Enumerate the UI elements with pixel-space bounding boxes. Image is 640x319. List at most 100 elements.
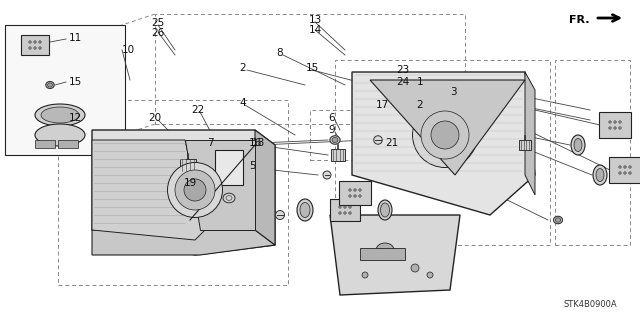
Bar	[609, 157, 640, 183]
Ellipse shape	[362, 272, 368, 278]
Text: 1: 1	[417, 77, 423, 87]
Polygon shape	[525, 72, 535, 195]
Bar	[330, 199, 360, 221]
Ellipse shape	[411, 264, 419, 272]
Text: 6: 6	[329, 113, 335, 123]
Text: 19: 19	[184, 178, 196, 188]
Polygon shape	[92, 130, 275, 255]
Ellipse shape	[354, 189, 356, 191]
Ellipse shape	[41, 107, 79, 123]
Ellipse shape	[374, 136, 382, 144]
Text: 15: 15	[68, 77, 82, 87]
Bar	[331, 149, 345, 160]
Ellipse shape	[223, 193, 235, 203]
Polygon shape	[255, 130, 275, 245]
Ellipse shape	[47, 83, 52, 87]
Ellipse shape	[554, 216, 563, 224]
Polygon shape	[370, 80, 525, 175]
Ellipse shape	[427, 272, 433, 278]
Text: 23: 23	[396, 65, 410, 75]
Text: 2: 2	[240, 63, 246, 73]
Ellipse shape	[421, 111, 469, 159]
Ellipse shape	[619, 166, 621, 168]
Ellipse shape	[46, 81, 54, 88]
Text: 4: 4	[240, 98, 246, 108]
Ellipse shape	[614, 127, 616, 129]
Ellipse shape	[323, 171, 331, 179]
Bar	[215, 150, 243, 185]
Bar	[21, 35, 49, 55]
Ellipse shape	[556, 218, 561, 222]
Text: 17: 17	[376, 100, 388, 110]
Ellipse shape	[332, 137, 338, 143]
Polygon shape	[352, 72, 535, 215]
Ellipse shape	[359, 195, 361, 197]
Text: 13: 13	[308, 15, 322, 25]
Ellipse shape	[349, 195, 351, 197]
Ellipse shape	[184, 179, 206, 201]
Text: 3: 3	[450, 87, 456, 97]
Ellipse shape	[349, 189, 351, 191]
Ellipse shape	[624, 172, 627, 174]
Bar	[518, 140, 531, 150]
Text: 5: 5	[249, 161, 255, 171]
Ellipse shape	[175, 170, 215, 210]
Ellipse shape	[413, 102, 477, 167]
Ellipse shape	[359, 189, 361, 191]
Text: STK4B0900A: STK4B0900A	[563, 300, 617, 309]
Bar	[58, 140, 78, 148]
Ellipse shape	[34, 41, 36, 43]
Ellipse shape	[609, 127, 611, 129]
Ellipse shape	[168, 162, 223, 218]
Bar	[599, 112, 631, 138]
Ellipse shape	[29, 41, 31, 43]
Ellipse shape	[349, 206, 351, 208]
Ellipse shape	[344, 206, 346, 208]
Text: 22: 22	[191, 105, 205, 115]
Text: 24: 24	[396, 77, 410, 87]
Ellipse shape	[29, 47, 31, 49]
Text: 25: 25	[152, 18, 164, 28]
Bar	[555, 60, 630, 245]
Ellipse shape	[609, 121, 611, 123]
Polygon shape	[330, 215, 460, 295]
Text: 9: 9	[329, 125, 335, 135]
Text: 21: 21	[385, 138, 399, 148]
Ellipse shape	[614, 121, 616, 123]
Ellipse shape	[300, 203, 310, 218]
Ellipse shape	[619, 127, 621, 129]
Ellipse shape	[35, 104, 85, 126]
Ellipse shape	[39, 47, 41, 49]
Ellipse shape	[349, 212, 351, 214]
Ellipse shape	[619, 172, 621, 174]
Text: 16: 16	[248, 138, 262, 148]
Text: 8: 8	[276, 48, 284, 58]
Ellipse shape	[619, 121, 621, 123]
Bar	[35, 140, 55, 148]
Ellipse shape	[376, 243, 394, 257]
Ellipse shape	[339, 212, 341, 214]
Bar	[360, 248, 405, 260]
Ellipse shape	[330, 136, 340, 144]
Bar	[335, 60, 550, 245]
Ellipse shape	[593, 165, 607, 185]
Ellipse shape	[596, 168, 604, 182]
Ellipse shape	[35, 124, 85, 146]
Text: 26: 26	[152, 28, 164, 38]
Ellipse shape	[571, 135, 585, 155]
Bar	[58, 100, 288, 285]
Polygon shape	[185, 140, 255, 230]
Ellipse shape	[624, 166, 627, 168]
Bar	[180, 159, 196, 171]
Polygon shape	[92, 230, 275, 255]
Polygon shape	[92, 140, 205, 240]
Ellipse shape	[34, 47, 36, 49]
Ellipse shape	[344, 212, 346, 214]
Ellipse shape	[381, 203, 390, 217]
Text: 7: 7	[207, 138, 213, 148]
Bar	[310, 110, 390, 160]
Ellipse shape	[628, 172, 631, 174]
Text: 15: 15	[305, 63, 319, 73]
Ellipse shape	[354, 195, 356, 197]
Ellipse shape	[39, 41, 41, 43]
